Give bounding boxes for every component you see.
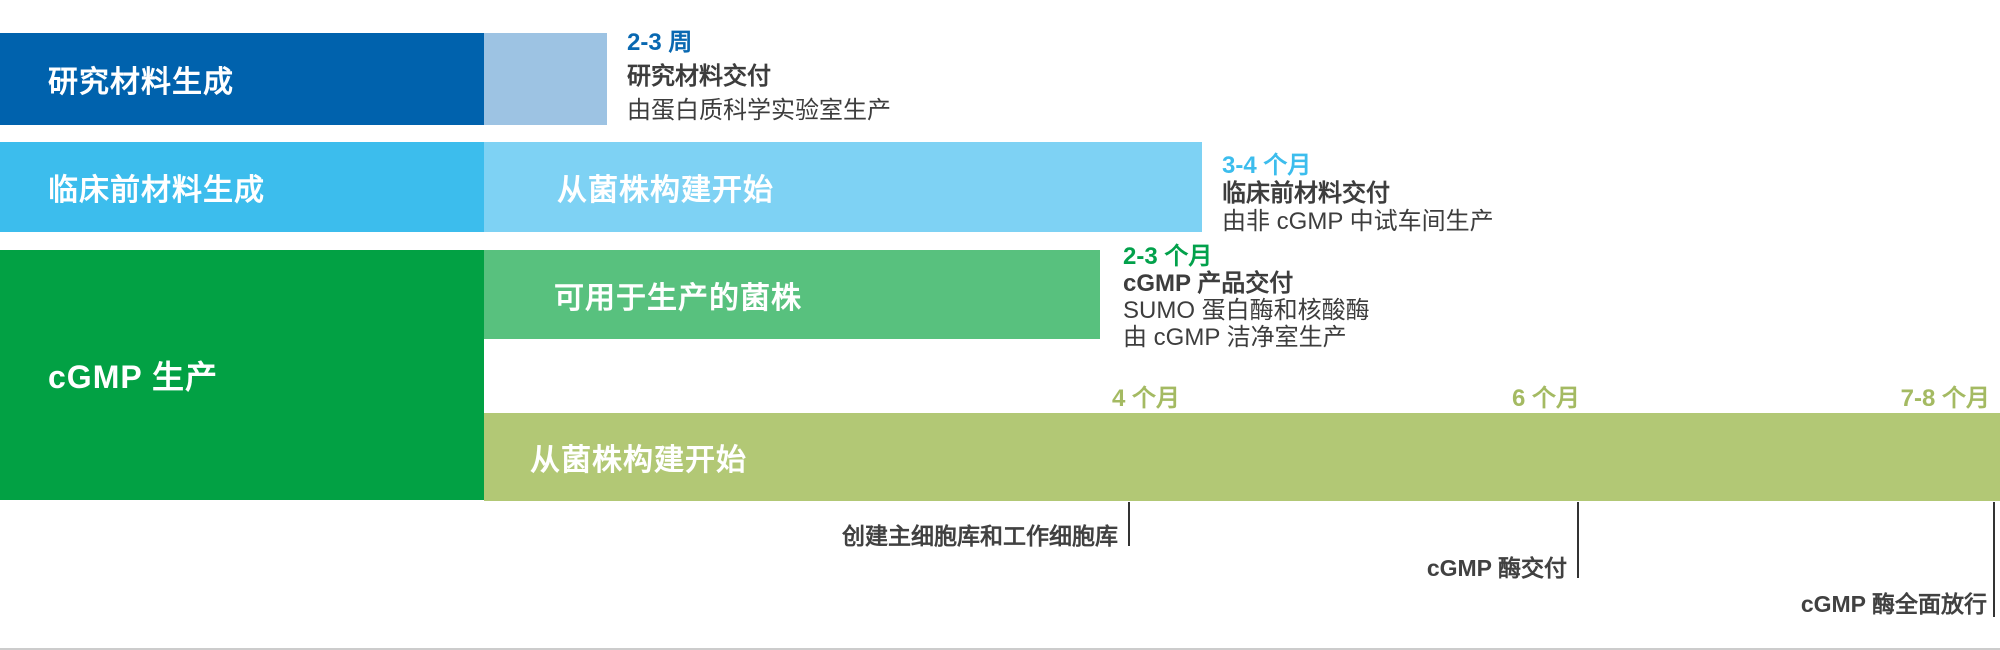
bar-preclinical-material: 临床前材料生成 — [0, 142, 484, 232]
annotation-preclinical: 3-4 个月 临床前材料交付 由非 cGMP 中试车间生产 — [1222, 152, 1494, 236]
bar-research-material: 研究材料生成 — [0, 33, 484, 125]
bar-research-material-label: 研究材料生成 — [48, 66, 234, 99]
cgmp-duration: 2-3 个月 — [1123, 243, 1213, 270]
bar-preclinical-material-label: 临床前材料生成 — [48, 174, 265, 207]
bar-production-ready-strain: 可用于生产的菌株 — [484, 250, 1100, 339]
block-cgmp-production-label: cGMP 生产 — [48, 359, 219, 395]
preclinical-deliverable: 临床前材料交付 — [1222, 180, 1390, 207]
preclinical-duration: 3-4 个月 — [1222, 152, 1312, 179]
annotation-research: 2-3 周 研究材料交付 由蛋白质科学实验室生产 — [627, 26, 891, 128]
milestone-line-4-months — [1128, 502, 1130, 546]
milestone-cell-banks: 创建主细胞库和工作细胞库 — [842, 523, 1118, 549]
milestone-line-6-months — [1577, 502, 1579, 578]
bar-cgmp-strain-build-label: 从菌株构建开始 — [530, 444, 747, 477]
timeline-marker-7-8-months: 7-8 个月 — [1900, 385, 1990, 412]
cgmp-deliverable: cGMP 产品交付 — [1123, 270, 1294, 297]
bar-production-ready-strain-label: 可用于生产的菌株 — [554, 281, 802, 315]
research-duration: 2-3 周 — [627, 29, 693, 56]
milestone-enzyme-delivery: cGMP 酶交付 — [1426, 555, 1567, 581]
timeline-marker-6-months: 6 个月 — [1511, 385, 1580, 412]
timeline-marker-4-months: 4 个月 — [1111, 385, 1180, 412]
preclinical-detail: 由非 cGMP 中试车间生产 — [1222, 208, 1494, 235]
bar-research-material-extension — [484, 33, 607, 125]
research-detail: 由蛋白质科学实验室生产 — [627, 97, 891, 124]
cgmp-detail-enzymes: SUMO 蛋白酶和核酸酶 — [1123, 297, 1370, 324]
bottom-divider-line — [0, 648, 2000, 650]
research-deliverable: 研究材料交付 — [627, 63, 771, 90]
milestone-enzyme-full-release: cGMP 酶全面放行 — [1800, 591, 1987, 617]
bar-cgmp-strain-build: 从菌株构建开始 — [484, 413, 2000, 501]
milestone-line-7-8-months — [1993, 502, 1995, 617]
bar-preclinical-strain-build: 从菌株构建开始 — [484, 142, 1202, 232]
block-cgmp-production: cGMP 生产 — [0, 250, 484, 500]
annotation-cgmp: 2-3 个月 cGMP 产品交付 SUMO 蛋白酶和核酸酶 由 cGMP 洁净室… — [1123, 243, 1370, 351]
cgmp-detail-cleanroom: 由 cGMP 洁净室生产 — [1123, 324, 1347, 351]
bar-preclinical-strain-build-label: 从菌株构建开始 — [557, 174, 774, 207]
